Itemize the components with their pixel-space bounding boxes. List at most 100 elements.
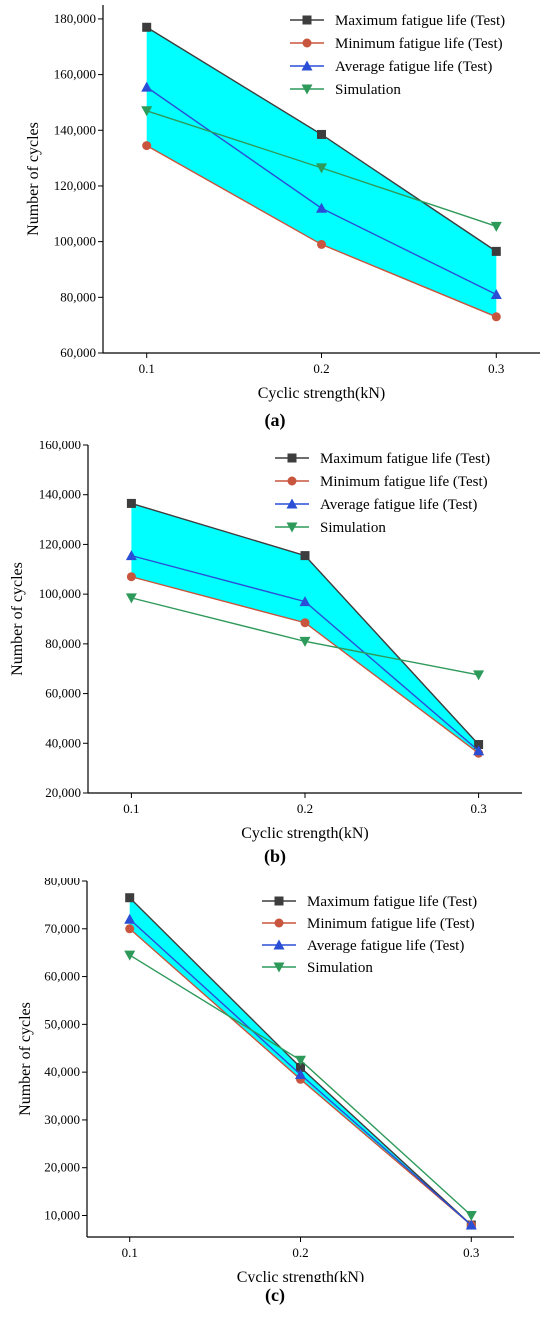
chart-b: 20,000 40,000 60,000 80,000 100,000 120,000 14… — [9, 441, 522, 842]
y-tick-label: 160,000 — [39, 441, 81, 452]
legend-label-min: Minimum fatigue life (Test) — [335, 36, 503, 52]
chart-c: 10,000 20,000 30,000 40,000 50,000 60,000 70,0… — [17, 878, 514, 1282]
legend-label-min: Minimum fatigue life (Test) — [307, 916, 475, 932]
data-point-max — [474, 740, 484, 750]
legend-marker-max — [287, 453, 297, 463]
data-point-max — [300, 551, 310, 561]
legend-label-max: Maximum fatigue life (Test) — [335, 13, 505, 29]
chart-panel-b: 20,000 40,000 60,000 80,000 100,000 120,000 14… — [0, 441, 550, 878]
legend-marker-sim — [301, 84, 313, 95]
y-tick-label: 60,000 — [60, 345, 96, 360]
data-point-max — [296, 1062, 305, 1072]
y-tick-label: 20,000 — [44, 1160, 80, 1175]
data-point-max — [125, 893, 135, 903]
y-tick-label: 20,000 — [45, 785, 81, 800]
caption-b: (b) — [264, 846, 286, 866]
x-tick-label: 0.1 — [122, 1245, 138, 1260]
data-point-sim — [295, 1055, 306, 1066]
y-tick-label: 160,000 — [54, 67, 96, 82]
y-tick-label: 80,000 — [45, 636, 81, 651]
y-tick-label: 40,000 — [44, 1064, 80, 1079]
y-axis-title: Number of cycles — [17, 1002, 34, 1116]
legend-marker-avg — [273, 939, 285, 950]
data-point-avg — [316, 202, 327, 213]
data-point-min — [300, 618, 310, 628]
y-tick-label: 80,000 — [60, 289, 96, 304]
y-tick-label: 80,000 — [44, 878, 80, 888]
chart-panel-c: 10,000 20,000 30,000 40,000 50,000 60,000 70,0… — [0, 878, 550, 1317]
x-tick-label: 0.1 — [123, 801, 139, 816]
y-tick-label: 30,000 — [44, 1112, 80, 1127]
data-point-max — [126, 498, 136, 508]
series-line-sim — [129, 954, 472, 1217]
data-point-sim — [473, 670, 485, 681]
data-point-min — [317, 239, 326, 249]
x-tick-label: 0.2 — [297, 801, 313, 816]
x-tick-label: 0.1 — [139, 361, 155, 376]
legend-marker-sim — [286, 522, 298, 533]
data-point-sim — [299, 636, 311, 647]
y-tick-label: 40,000 — [45, 735, 81, 750]
data-point-sim — [125, 593, 137, 604]
y-tick-label: 120,000 — [54, 178, 96, 193]
y-tick-label: 140,000 — [39, 487, 81, 502]
legend-marker-sim — [273, 962, 285, 973]
y-tick-label: 60,000 — [44, 969, 80, 984]
x-axis-title: Cyclic strength(kN) — [241, 825, 369, 842]
data-point-sim — [316, 163, 327, 174]
chart-a: 60,000 80,000 100,000 120,000 140,000 160,000… — [25, 5, 540, 402]
legend-label-max: Maximum fatigue life (Test) — [307, 894, 477, 910]
data-point-min — [125, 924, 135, 934]
y-axis-title: Number of cycles — [25, 122, 42, 236]
legend-label-avg: Average fatigue life (Test) — [335, 59, 492, 75]
y-axis-title: Number of cycles — [9, 562, 26, 676]
legend-marker-max — [274, 896, 284, 906]
data-point-sim — [490, 221, 502, 232]
y-tick-label: 70,000 — [44, 921, 80, 936]
legend-marker-avg — [301, 60, 313, 71]
y-tick-label: 180,000 — [54, 11, 96, 26]
data-point-max — [317, 129, 326, 139]
legend-label-sim: Simulation — [335, 82, 401, 98]
fill-band — [131, 503, 479, 754]
data-point-avg — [473, 745, 485, 756]
x-tick-label: 0.3 — [470, 801, 486, 816]
legend-label-min: Minimum fatigue life (Test) — [320, 474, 488, 490]
y-tick-label: 100,000 — [54, 234, 96, 249]
y-tick-label: 120,000 — [39, 536, 81, 551]
x-tick-label: 0.2 — [292, 1245, 308, 1260]
data-point-max — [491, 246, 501, 256]
legend-marker-min — [274, 918, 284, 928]
legend-label-avg: Average fatigue life (Test) — [320, 497, 477, 513]
x-tick-label: 0.2 — [313, 361, 329, 376]
y-tick-label: 140,000 — [54, 122, 96, 137]
y-tick-label: 60,000 — [45, 686, 81, 701]
data-point-avg — [125, 550, 137, 561]
data-point-sim — [124, 950, 136, 961]
x-axis-title: Cyclic strength(kN) — [237, 1269, 365, 1282]
x-axis-title: Cyclic strength(kN) — [258, 385, 386, 402]
legend-marker-min — [287, 476, 297, 486]
data-point-sim — [465, 1210, 477, 1221]
data-point-sim — [141, 106, 153, 117]
data-point-avg — [490, 289, 502, 300]
legend-marker-min — [302, 38, 312, 48]
data-point-max — [142, 22, 152, 32]
legend-label-sim: Simulation — [307, 960, 373, 976]
x-tick-label: 0.3 — [488, 361, 504, 376]
caption-c: (c) — [265, 1285, 285, 1305]
legend-label-max: Maximum fatigue life (Test) — [320, 451, 490, 467]
legend-marker-avg — [286, 498, 298, 509]
caption-a: (a) — [264, 410, 286, 430]
data-point-min — [126, 572, 136, 582]
data-point-min — [142, 141, 152, 151]
data-point-min — [491, 312, 501, 322]
legend-label-sim: Simulation — [320, 520, 386, 536]
data-point-avg — [299, 596, 311, 607]
y-tick-label: 50,000 — [44, 1016, 80, 1031]
chart-panel-a: 60,000 80,000 100,000 120,000 140,000 160,000… — [0, 0, 550, 441]
data-point-avg — [141, 81, 153, 92]
data-point-avg — [124, 913, 136, 924]
data-point-avg — [295, 1069, 306, 1080]
data-point-avg — [465, 1219, 477, 1230]
